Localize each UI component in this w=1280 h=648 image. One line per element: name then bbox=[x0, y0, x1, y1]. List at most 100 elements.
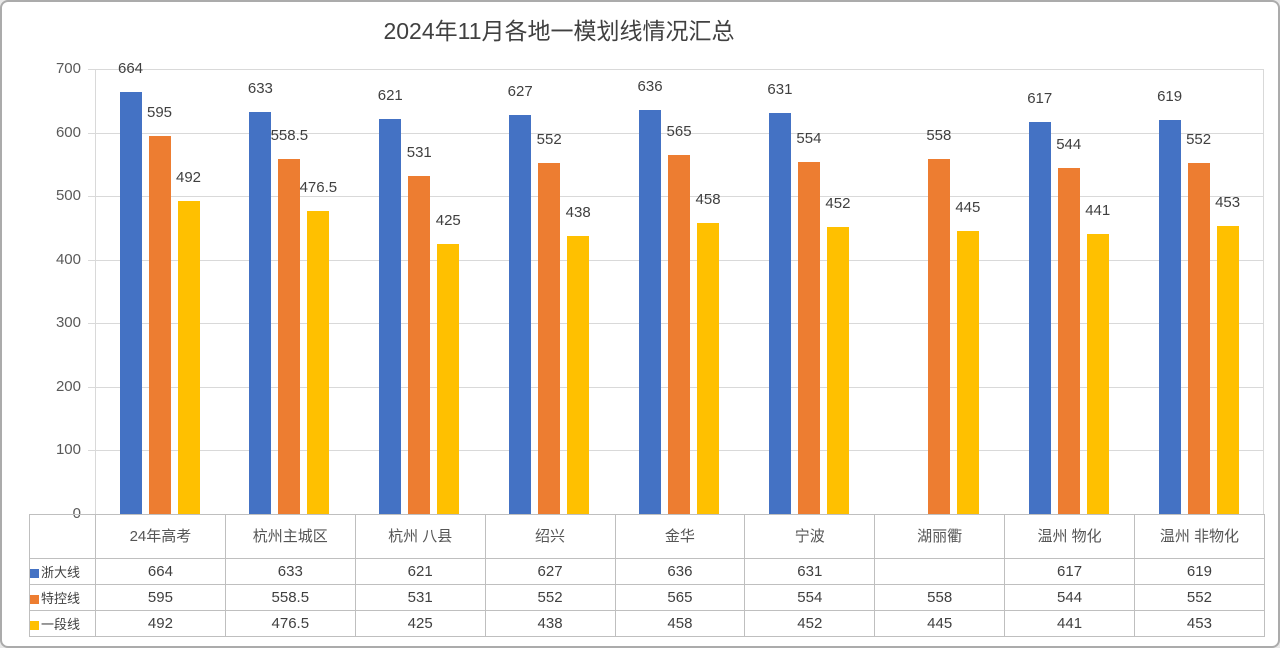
bar-value-label: 627 bbox=[507, 83, 533, 101]
bar-value-label: 636 bbox=[637, 77, 663, 95]
bar bbox=[509, 115, 532, 514]
bar bbox=[408, 176, 431, 514]
bar bbox=[697, 222, 720, 514]
y-axis-tick bbox=[88, 69, 95, 70]
table-value-cell: 492 bbox=[95, 610, 226, 637]
y-tick-label: 300 bbox=[55, 314, 81, 332]
table-row: 特控线 595 558.5 531 552 565 554 558 544 552 bbox=[29, 584, 1265, 611]
bar-value-label: 544 bbox=[1056, 136, 1082, 154]
table-corner-placeholder bbox=[29, 514, 96, 559]
table-value-cell: 438 bbox=[484, 610, 616, 637]
table-value-cell: 554 bbox=[744, 584, 876, 611]
y-tick-label: 700 bbox=[55, 60, 81, 77]
bar bbox=[639, 109, 662, 514]
bar bbox=[1216, 226, 1239, 514]
table-value-cell: 627 bbox=[484, 558, 616, 585]
bar bbox=[249, 111, 272, 514]
category-header-cell: 24年高考 bbox=[95, 514, 226, 559]
bar bbox=[119, 91, 142, 514]
table-value-cell bbox=[874, 558, 1006, 585]
bar-value-label: 621 bbox=[377, 87, 403, 105]
bar-value-label: 595 bbox=[146, 103, 173, 121]
y-axis-tick bbox=[88, 323, 95, 325]
plot-right-border bbox=[1263, 69, 1264, 514]
table-value-cell: 458 bbox=[614, 610, 746, 637]
legend-color-swatch bbox=[30, 595, 39, 604]
bar-value-label: 619 bbox=[1157, 88, 1183, 106]
table-value-cell: 544 bbox=[1004, 584, 1135, 611]
bar bbox=[437, 243, 460, 514]
table-value-cell: 453 bbox=[1134, 610, 1265, 637]
table-value-cell: 552 bbox=[1134, 584, 1265, 611]
category-header-cell: 绍兴 bbox=[484, 514, 616, 559]
bar bbox=[307, 211, 330, 514]
y-tick-label: 400 bbox=[55, 250, 81, 268]
legend-key-cell: 浙大线 bbox=[29, 558, 96, 585]
bar bbox=[1187, 163, 1210, 514]
bar-value-label: 664 bbox=[117, 59, 144, 77]
bar bbox=[148, 135, 171, 514]
bar-value-label: 445 bbox=[955, 199, 981, 217]
bar bbox=[567, 235, 590, 514]
table-value-cell: 595 bbox=[95, 584, 226, 611]
table-value-cell: 621 bbox=[354, 558, 486, 585]
bar-value-label: 458 bbox=[695, 190, 721, 208]
y-axis-tick bbox=[88, 450, 95, 452]
table-value-cell: 425 bbox=[354, 610, 486, 637]
y-axis-line bbox=[95, 69, 96, 514]
bar-value-label: 425 bbox=[435, 211, 461, 229]
bar-value-label: 565 bbox=[666, 122, 692, 140]
bar-value-label: 492 bbox=[175, 169, 202, 187]
bar-value-label: 554 bbox=[796, 129, 822, 147]
legend-key-cell: 特控线 bbox=[29, 584, 96, 611]
table-row: 浙大线 664 633 621 627 636 631 617 619 bbox=[29, 558, 1265, 585]
y-axis-tick bbox=[88, 259, 95, 261]
table-value-cell: 452 bbox=[744, 610, 876, 637]
gridline bbox=[95, 69, 1264, 70]
y-tick-label: 0 bbox=[72, 505, 81, 522]
legend-color-swatch bbox=[30, 621, 39, 630]
category-header-cell: 杭州 八县 bbox=[354, 514, 486, 559]
table-value-cell: 636 bbox=[614, 558, 746, 585]
table-value-cell: 558 bbox=[874, 584, 1006, 611]
bar-value-label: 453 bbox=[1215, 194, 1241, 212]
bar bbox=[379, 119, 402, 514]
bar bbox=[956, 231, 979, 514]
bar bbox=[278, 158, 301, 514]
y-tick-label: 100 bbox=[55, 441, 81, 459]
bar-value-label: 552 bbox=[1186, 131, 1212, 149]
y-axis-tick bbox=[88, 196, 95, 198]
table-value-cell: 445 bbox=[874, 610, 1006, 637]
table-value-cell: 441 bbox=[1004, 610, 1135, 637]
bar bbox=[1086, 233, 1109, 514]
series-name: 浙大线 bbox=[41, 565, 81, 580]
table-value-cell: 552 bbox=[484, 584, 616, 611]
bar bbox=[538, 163, 561, 514]
bar-value-label: 631 bbox=[767, 80, 793, 98]
category-header-cell: 温州 物化 bbox=[1004, 514, 1135, 559]
table-value-cell: 664 bbox=[95, 558, 226, 585]
y-axis-tick bbox=[88, 132, 95, 134]
bar bbox=[826, 226, 849, 514]
bar bbox=[797, 161, 820, 514]
bar-value-label: 476.5 bbox=[299, 179, 338, 197]
table-value-cell: 619 bbox=[1134, 558, 1265, 585]
bar-value-label: 441 bbox=[1085, 201, 1111, 219]
bar-value-label: 452 bbox=[825, 194, 851, 212]
gridline bbox=[95, 132, 1264, 134]
category-header-cell: 温州 非物化 bbox=[1134, 514, 1265, 559]
legend-key-cell: 一段线 bbox=[29, 610, 96, 637]
legend-color-swatch bbox=[30, 569, 39, 578]
table-value-cell: 558.5 bbox=[224, 584, 356, 611]
y-axis-tick bbox=[88, 386, 95, 388]
y-tick-label: 500 bbox=[55, 187, 81, 205]
bar-value-label: 558 bbox=[926, 127, 952, 145]
table-value-cell: 617 bbox=[1004, 558, 1135, 585]
table-row: 一段线 492 476.5 425 438 458 452 445 441 453 bbox=[29, 610, 1265, 637]
bar bbox=[927, 159, 950, 514]
chart-title: 2024年11月各地一模划线情况汇总 bbox=[383, 18, 735, 44]
bar-value-label: 438 bbox=[565, 203, 591, 221]
bar-value-label: 531 bbox=[406, 144, 432, 162]
bar bbox=[1057, 168, 1080, 514]
